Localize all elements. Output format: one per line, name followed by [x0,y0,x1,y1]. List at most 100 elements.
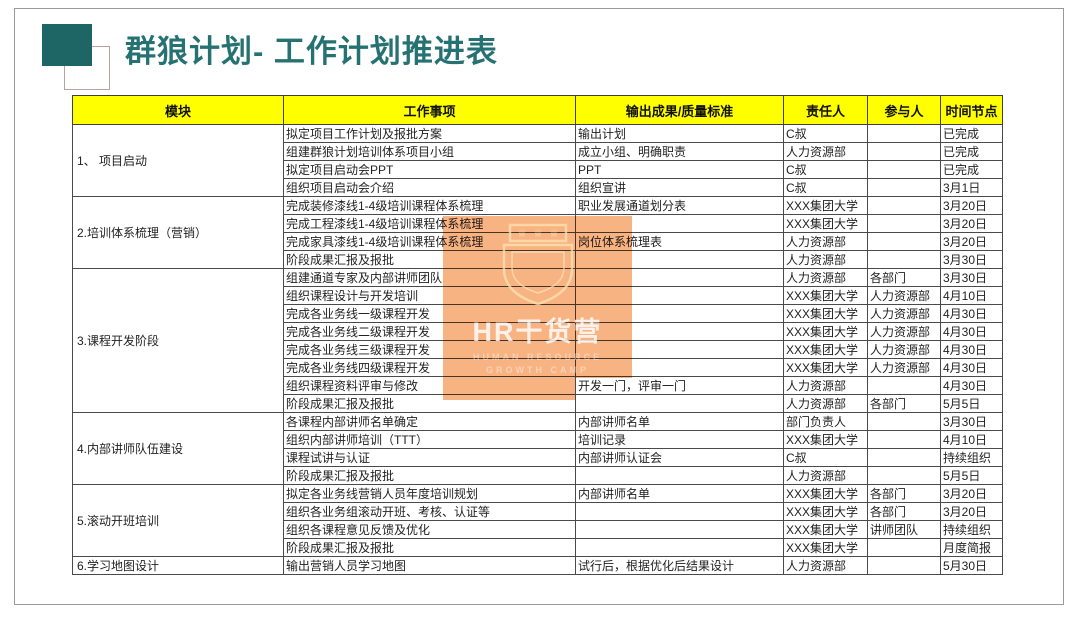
deadline-cell: 4月30日 [940,376,1003,395]
page-title: 群狼计划- 工作计划推进表 [125,34,498,69]
task-cell: 组织内部讲师培训（TTT） [283,430,576,449]
deadline-cell: 4月10日 [940,286,1003,305]
participant-cell: 各部门 [867,484,941,503]
deadline-cell: 5月5日 [940,466,1003,485]
participant-cell [867,538,941,557]
deadline-cell: 3月20日 [940,214,1003,233]
module-cell: 5.滚动开班培训 [72,484,284,557]
task-cell: 输出营销人员学习地图 [283,556,576,575]
owner-cell: 人力资源部 [783,142,868,161]
deadline-cell: 5月30日 [940,556,1003,575]
table-row: 阶段成果汇报及报批 人力资源部 5月5日 [73,466,1003,485]
participant-cell [867,124,941,143]
participant-cell: 各部门 [867,268,941,287]
owner-cell: XXX集团大学 [783,286,868,305]
participant-cell: 人力资源部 [867,286,941,305]
task-cell: 组织各课程意见反馈及优化 [283,520,576,539]
column-header: 输出成果/质量标准 [575,95,784,125]
output-cell: 组织宣讲 [575,178,784,197]
module-cell: 1、 项目启动 [72,124,284,197]
owner-cell: 人力资源部 [783,376,868,395]
owner-cell: XXX集团大学 [783,340,868,359]
plan-table: 模块 工作事项 输出成果/质量标准 责任人 参与人 时间节点 1、 项目启动 拟定项目工作计… [72,95,1003,575]
deadline-cell: 3月20日 [940,484,1003,503]
output-cell [575,502,784,521]
owner-cell: 人力资源部 [783,556,868,575]
participant-cell [867,412,941,431]
output-cell: 输出计划 [575,124,784,143]
deadline-cell: 4月30日 [940,358,1003,377]
participant-cell [867,178,941,197]
owner-cell: 人力资源部 [783,232,868,251]
task-cell: 阶段成果汇报及报批 [283,538,576,557]
deadline-cell: 3月1日 [940,178,1003,197]
deadline-cell: 5月5日 [940,394,1003,413]
participant-cell [867,430,941,449]
task-cell: 拟定项目启动会PPT [283,160,576,179]
owner-cell: C叔 [783,124,868,143]
owner-cell: XXX集团大学 [783,484,868,503]
table-row: 5.滚动开班培训 拟定各业务线营销人员年度培训规划 内部讲师名单 XXX集团大学 各部门… [72,484,1003,557]
owner-cell: C叔 [783,178,868,197]
task-cell: 课程试讲与认证 [283,448,576,467]
watermark-overlay-tail [443,378,575,400]
participant-cell [867,376,941,395]
deadline-cell: 3月30日 [940,268,1003,287]
output-cell: 试行后，根据优化后结果设计 [575,556,784,575]
output-cell: 内部讲师名单 [575,412,784,431]
owner-cell: XXX集团大学 [783,430,868,449]
task-cell: 组建群狼计划培训体系项目小组 [283,142,576,161]
deadline-cell: 4月30日 [940,322,1003,341]
owner-cell: 人力资源部 [783,466,868,485]
output-cell [575,394,784,413]
owner-cell: 部门负责人 [783,412,868,431]
task-cell: 完成装修漆线1-4级培训课程体系梳理 [283,196,576,215]
column-header: 时间节点 [940,95,1003,125]
participant-cell: 各部门 [867,502,941,521]
deadline-cell: 已完成 [940,124,1003,143]
header-row: 模块 工作事项 输出成果/质量标准 责任人 参与人 时间节点 [72,95,1003,125]
participant-cell [867,232,941,251]
column-header: 参与人 [867,95,941,125]
output-cell [575,466,784,485]
deadline-cell: 4月10日 [940,430,1003,449]
table-row: 组织内部讲师培训（TTT） 培训记录 XXX集团大学 4月10日 [73,430,1003,449]
owner-cell: XXX集团大学 [783,502,868,521]
output-cell [575,520,784,539]
table-row: 课程试讲与认证 内部讲师认证会 C叔 持续组织 [73,448,1003,467]
deadline-cell: 3月20日 [940,502,1003,521]
output-cell: PPT [575,160,784,179]
table-row: 组织课程资料评审与修改 开发一门，评审一门 人力资源部 4月30日 [73,376,1003,395]
table-row: 组建群狼计划培训体系项目小组 成立小组、明确职责 人力资源部 已完成 [73,142,1003,161]
owner-cell: XXX集团大学 [783,538,868,557]
participant-cell: 人力资源部 [867,304,941,323]
participant-cell: 讲师团队 [867,520,941,539]
output-cell: 内部讲师认证会 [575,448,784,467]
owner-cell: XXX集团大学 [783,196,868,215]
participant-cell: 人力资源部 [867,340,941,359]
table-row: 1、 项目启动 拟定项目工作计划及报批方案 输出计划 C叔 已完成 [72,124,1003,197]
deadline-cell: 3月20日 [940,232,1003,251]
owner-cell: C叔 [783,160,868,179]
task-cell: 拟定项目工作计划及报批方案 [283,124,576,143]
participant-cell [867,142,941,161]
task-cell: 拟定各业务线营销人员年度培训规划 [283,484,576,503]
participant-cell [867,448,941,467]
task-cell: 各课程内部讲师名单确定 [283,412,576,431]
output-cell: 培训记录 [575,430,784,449]
output-cell: 内部讲师名单 [575,484,784,503]
participant-cell: 人力资源部 [867,358,941,377]
output-cell: 开发一门，评审一门 [575,376,784,395]
output-cell: 成立小组、明确职责 [575,142,784,161]
participant-cell: 人力资源部 [867,322,941,341]
task-cell: 阶段成果汇报及报批 [283,466,576,485]
owner-cell: XXX集团大学 [783,358,868,377]
owner-cell: XXX集团大学 [783,214,868,233]
task-cell: 组织各业务组滚动开班、考核、认证等 [283,502,576,521]
column-header: 模块 [72,95,284,125]
module-cell: 6.学习地图设计 [72,556,284,575]
owner-cell: XXX集团大学 [783,322,868,341]
deadline-cell: 已完成 [940,160,1003,179]
participant-cell [867,160,941,179]
owner-cell: XXX集团大学 [783,520,868,539]
